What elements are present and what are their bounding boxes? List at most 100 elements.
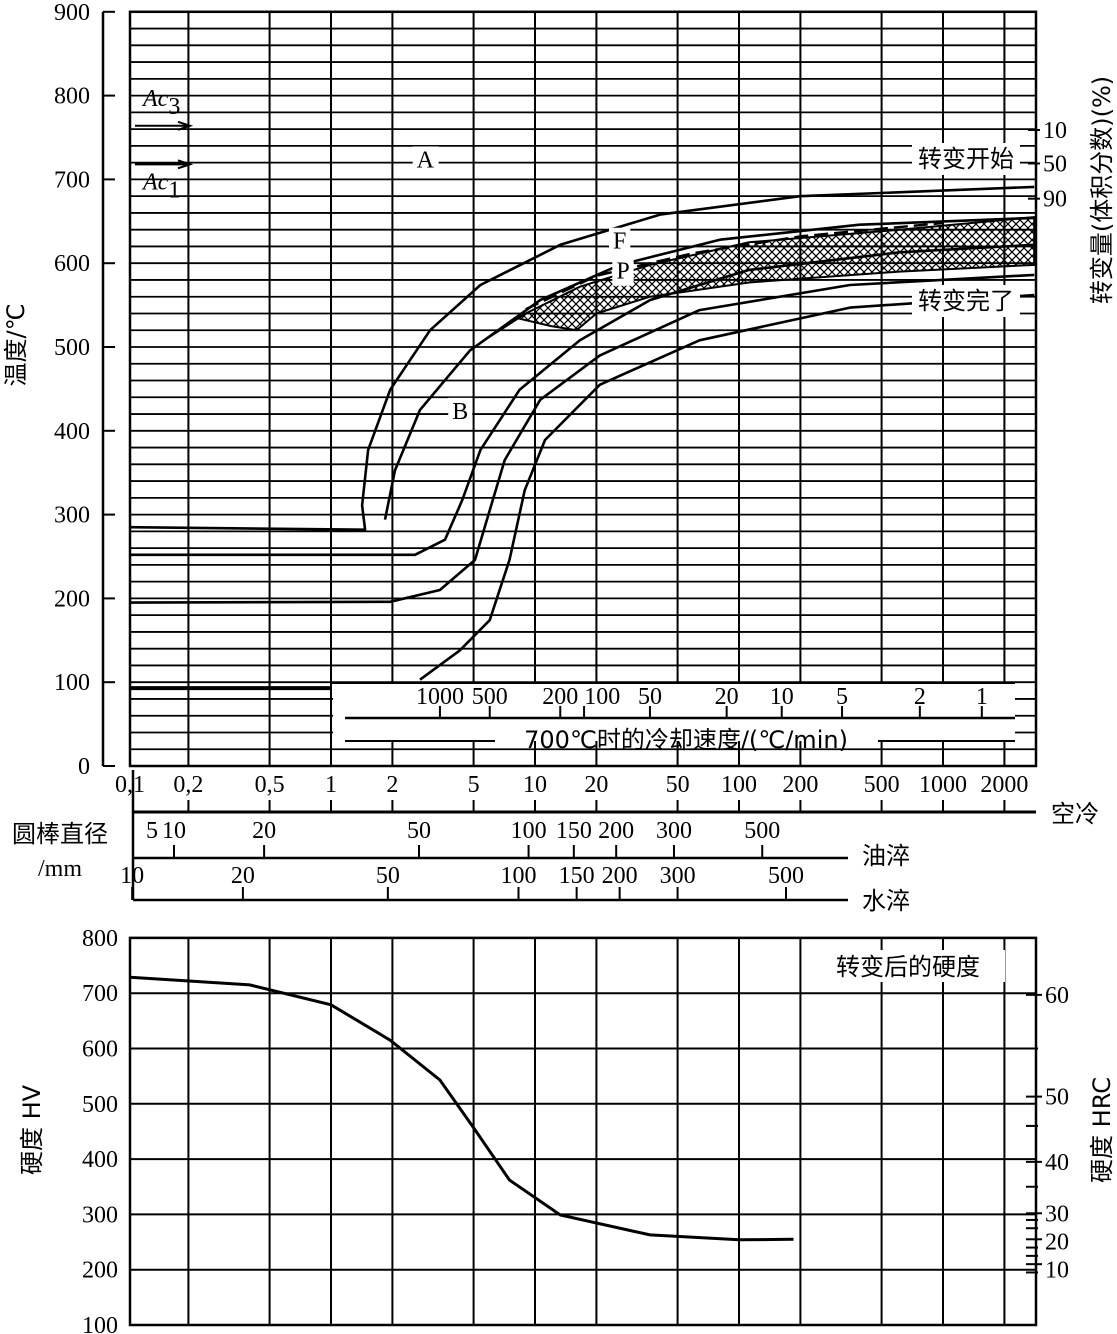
curve-2 [383, 216, 1035, 520]
region-label: B [452, 399, 468, 425]
y-tick-label: 100 [54, 670, 90, 696]
hardness-y-label: 400 [82, 1147, 118, 1173]
hrc-tick-label: 60 [1045, 983, 1069, 1009]
cct-curves [129, 185, 1036, 691]
y2-tick-label: 10 [1043, 118, 1067, 144]
x-tick-label: 20 [584, 772, 608, 798]
region-label-bg [412, 146, 439, 175]
curve-5 [419, 293, 1035, 681]
oil-quench-tick-label: 10 [162, 818, 186, 844]
hrc-tick-label: 20 [1045, 1229, 1069, 1255]
y-tick-label: 500 [54, 335, 90, 361]
x-tick-label: 200 [782, 772, 818, 798]
critical-point-arrow-icon [135, 120, 194, 131]
water-quench-label: 水淬 [862, 887, 910, 915]
y-tick-label: 600 [54, 251, 90, 277]
critical-point-label: Ac3 [141, 86, 180, 120]
region-label-bg [608, 227, 631, 256]
x-tick-label: 500 [864, 772, 900, 798]
cooling-rate-label: 5 [836, 684, 848, 710]
y-tick-label: 400 [54, 419, 90, 445]
hardness-curve [129, 975, 794, 1242]
y-tick-label: 0 [78, 754, 90, 780]
hardness-y-label: 200 [82, 1258, 118, 1284]
x-tick-label: 2000 [980, 772, 1028, 798]
hardness-title-bg [810, 950, 1005, 982]
x-tick-label: 0,5 [255, 772, 285, 798]
hardness-frame [128, 936, 1038, 1327]
y2-tick-label: 90 [1043, 187, 1067, 213]
x-tick-label: 1000 [919, 772, 967, 798]
y-tick-label: 200 [54, 586, 90, 612]
transform-start-label: 转变开始 [918, 145, 1014, 173]
oil-quench-tick-label: 200 [598, 818, 634, 844]
hardness-y-label: 100 [82, 1313, 118, 1334]
hardness-y-label: 500 [82, 1092, 118, 1118]
cooling-rate-label: 1000 [416, 684, 464, 710]
critical-point-arrow-icon [135, 159, 194, 170]
curve-4 [129, 273, 1035, 604]
region-label-bg [612, 257, 634, 286]
oil-quench-tick-label: 100 [511, 818, 547, 844]
hrc-tick-label: 30 [1045, 1201, 1069, 1227]
cooling-rate-label: 50 [638, 684, 662, 710]
cooling-rate-label: 1 [976, 684, 988, 710]
oil-quench-tick-label: 20 [252, 818, 276, 844]
x-tick-label: 2 [386, 772, 398, 798]
hrc-tick-label: 40 [1045, 1150, 1069, 1176]
x-tick-label: 1 [325, 772, 337, 798]
oil-quench-tick-label: 150 [556, 818, 592, 844]
hrc-tick-label: 10 [1045, 1257, 1069, 1283]
water-quench-tick-label: 20 [231, 863, 255, 889]
cooling-rate-label: 200 [542, 684, 578, 710]
cooling-rate-title: 700℃时的冷却速度/(℃/min) [524, 726, 848, 754]
transform-start-label-bg [912, 143, 1020, 175]
region-label-bg [448, 397, 473, 426]
curve-3 [130, 243, 1035, 557]
x-tick-label: 10 [523, 772, 547, 798]
y-tick-label: 700 [54, 167, 90, 193]
y-tick-label: 300 [54, 503, 90, 529]
cct-labels: Ac3 Ac1 A FP B [135, 86, 634, 426]
region-label: P [616, 259, 629, 285]
air-cool-label: 空冷 [1051, 800, 1099, 828]
hardness-hv-title: 硬度 HV [18, 1084, 46, 1175]
hardness-chart-title: 转变后的硬度 [836, 953, 980, 981]
y-tick-label: 900 [54, 0, 90, 26]
x-tick-label: 50 [666, 772, 690, 798]
region-label: F [613, 229, 626, 255]
curve-1 [129, 185, 1035, 531]
y-tick-label: 800 [54, 84, 90, 110]
x-tick-label: 5 [468, 772, 480, 798]
water-quench-tick-label: 50 [376, 863, 400, 889]
hrc-tick-label: 50 [1045, 1085, 1069, 1111]
hardness-y-label: 600 [82, 1037, 118, 1063]
oil-quench-tick-label: 50 [407, 818, 431, 844]
region-label: A [417, 147, 435, 173]
y2-axis-title: 转变量(体积分数)(%) [1088, 76, 1116, 304]
transform-finish-label-bg [912, 285, 1020, 317]
cooling-rate-label: 2 [914, 684, 926, 710]
hardness-y-label: 800 [82, 926, 118, 952]
y-axis-title: 温度/℃ [2, 303, 30, 386]
y2-tick-label: 50 [1043, 151, 1067, 177]
x-tick-label: 0,1 [115, 772, 145, 798]
diameter-title: 圆棒直径 [12, 820, 108, 848]
x-tick-label: 100 [721, 772, 757, 798]
cooling-rate-label: 500 [472, 684, 508, 710]
plot-frame [128, 10, 1038, 768]
critical-point-label: Ac1 [141, 169, 180, 203]
transform-finish-label: 转变完了 [918, 287, 1014, 315]
oil-quench-label: 油淬 [862, 842, 910, 870]
cooling-rate-label: 20 [715, 684, 739, 710]
oil-quench-tick-label: 300 [656, 818, 692, 844]
cooling-rate-label: 100 [584, 684, 620, 710]
cooling-rate-box [333, 683, 1015, 741]
hardness-y-label: 300 [82, 1202, 118, 1228]
cooling-rate-label: 10 [770, 684, 794, 710]
hardness-hrc-title: 硬度 HRC [1088, 1077, 1116, 1183]
hardness-y-label: 700 [82, 981, 118, 1007]
